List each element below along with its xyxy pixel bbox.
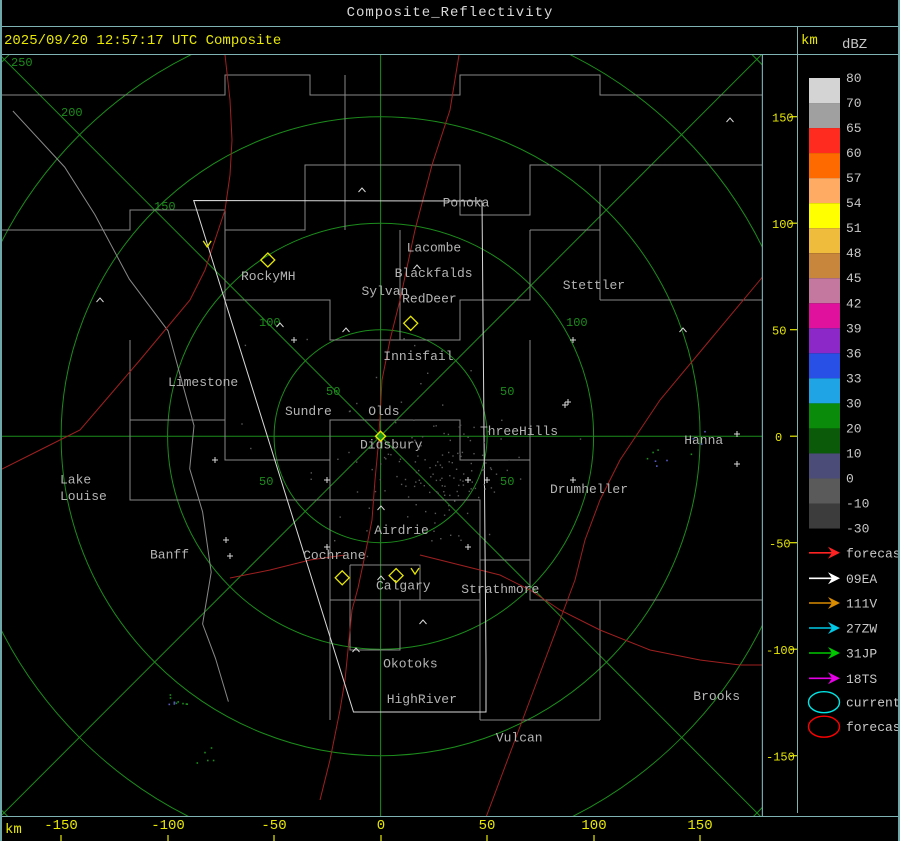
svg-text:50: 50 xyxy=(326,385,340,399)
svg-text:27ZW: 27ZW xyxy=(846,622,877,637)
svg-text:Cochrane: Cochrane xyxy=(303,548,365,563)
svg-text:42: 42 xyxy=(846,296,862,311)
svg-text:ThreeHills: ThreeHills xyxy=(480,424,558,439)
svg-text:50: 50 xyxy=(479,818,496,834)
svg-text:100: 100 xyxy=(581,818,606,834)
svg-text:10: 10 xyxy=(846,446,862,461)
svg-text:70: 70 xyxy=(846,96,862,111)
svg-text:50: 50 xyxy=(259,475,273,489)
svg-text:km: km xyxy=(5,822,22,838)
svg-text:current: current xyxy=(846,696,900,711)
svg-text:Blackfalds: Blackfalds xyxy=(395,266,473,281)
svg-text:65: 65 xyxy=(846,121,862,136)
svg-text:Vulcan: Vulcan xyxy=(496,731,543,746)
svg-text:Banff: Banff xyxy=(150,547,189,562)
svg-text:39: 39 xyxy=(846,321,862,336)
svg-text:Stettler: Stettler xyxy=(563,278,625,293)
svg-text:-50: -50 xyxy=(769,538,791,552)
svg-text:100: 100 xyxy=(566,316,588,330)
svg-text:Limestone: Limestone xyxy=(168,375,238,390)
svg-text:RedDeer: RedDeer xyxy=(402,292,457,307)
svg-text:forecast: forecast xyxy=(846,546,900,561)
svg-text:36: 36 xyxy=(846,346,862,361)
svg-text:100: 100 xyxy=(772,218,794,232)
svg-text:HighRiver: HighRiver xyxy=(387,692,457,707)
svg-text:80: 80 xyxy=(846,71,862,86)
svg-text:250: 250 xyxy=(11,56,33,70)
svg-text:50: 50 xyxy=(500,385,514,399)
svg-text:Lake: Lake xyxy=(60,472,91,487)
svg-text:51: 51 xyxy=(846,221,862,236)
svg-text:31JP: 31JP xyxy=(846,647,877,662)
svg-text:-150: -150 xyxy=(766,751,795,765)
svg-text:57: 57 xyxy=(846,171,862,186)
svg-text:50: 50 xyxy=(772,325,786,339)
svg-text:60: 60 xyxy=(846,146,862,161)
svg-text:20: 20 xyxy=(846,421,862,436)
svg-text:Okotoks: Okotoks xyxy=(383,657,438,672)
svg-text:Strathmore: Strathmore xyxy=(461,582,539,597)
svg-text:150: 150 xyxy=(687,818,712,834)
svg-text:Airdrie: Airdrie xyxy=(374,523,429,538)
svg-text:150: 150 xyxy=(154,200,176,214)
svg-text:-30: -30 xyxy=(846,522,869,537)
svg-text:54: 54 xyxy=(846,196,862,211)
svg-text:0: 0 xyxy=(846,471,854,486)
svg-text:Didsbury: Didsbury xyxy=(360,437,423,452)
svg-text:18TS: 18TS xyxy=(846,672,877,687)
svg-text:-10: -10 xyxy=(846,497,869,512)
svg-text:48: 48 xyxy=(846,246,862,261)
svg-text:Ponoka: Ponoka xyxy=(443,196,490,211)
svg-text:33: 33 xyxy=(846,371,862,386)
svg-text:0: 0 xyxy=(775,431,782,445)
svg-text:200: 200 xyxy=(61,106,83,120)
svg-text:150: 150 xyxy=(772,112,794,126)
svg-text:forecast: forecast xyxy=(846,720,900,735)
svg-text:-50: -50 xyxy=(261,818,286,834)
svg-text:Sundre: Sundre xyxy=(285,404,332,419)
svg-text:Drumheller: Drumheller xyxy=(550,482,628,497)
svg-text:45: 45 xyxy=(846,271,862,286)
svg-text:RockyMH: RockyMH xyxy=(241,269,296,284)
svg-text:Brooks: Brooks xyxy=(693,689,740,704)
svg-text:50: 50 xyxy=(500,475,514,489)
svg-text:-100: -100 xyxy=(766,644,795,658)
svg-text:0: 0 xyxy=(377,818,385,834)
svg-text:Lacombe: Lacombe xyxy=(407,241,462,256)
svg-text:Calgary: Calgary xyxy=(376,578,431,593)
svg-text:Innisfail: Innisfail xyxy=(383,349,453,364)
svg-text:Olds: Olds xyxy=(368,404,399,419)
svg-text:111V: 111V xyxy=(846,597,877,612)
svg-text:-150: -150 xyxy=(44,818,78,834)
svg-text:Louise: Louise xyxy=(60,489,107,504)
svg-text:30: 30 xyxy=(846,396,862,411)
svg-text:09EA: 09EA xyxy=(846,572,877,587)
svg-text:100: 100 xyxy=(259,316,281,330)
svg-text:-100: -100 xyxy=(151,818,185,834)
svg-text:Hanna: Hanna xyxy=(684,433,723,448)
